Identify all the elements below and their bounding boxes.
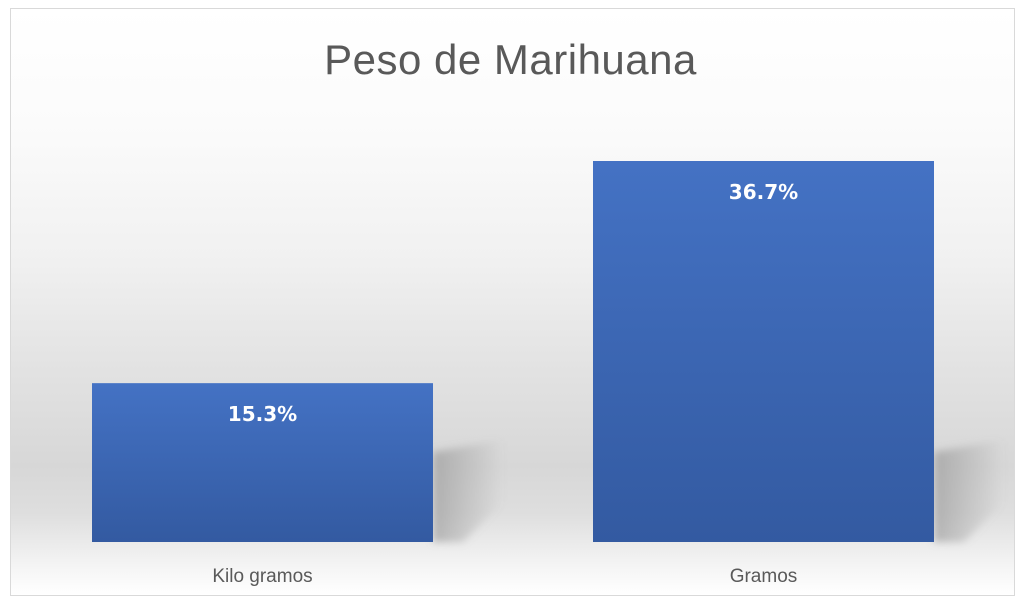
bar-shadow	[934, 440, 1004, 542]
data-label: 15.3%	[228, 402, 297, 426]
category-label: Gramos	[730, 566, 798, 587]
chart-title: Peso de Marihuana	[324, 36, 697, 83]
bar-kilo-gramos	[92, 383, 433, 542]
bar-shadow	[433, 440, 503, 542]
data-label: 36.7%	[729, 180, 798, 204]
bar-gramos	[593, 161, 934, 542]
category-label: Kilo gramos	[212, 566, 312, 587]
